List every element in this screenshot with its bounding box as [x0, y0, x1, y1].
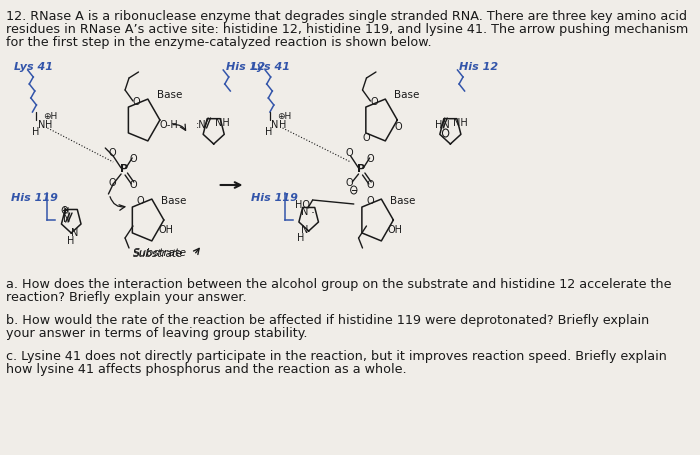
Text: Substrate: Substrate	[133, 249, 183, 259]
Text: Lys 41: Lys 41	[251, 62, 290, 72]
Text: reaction? Briefly explain your answer.: reaction? Briefly explain your answer.	[6, 291, 247, 304]
Text: ⊕H: ⊕H	[43, 112, 58, 121]
Text: 12. RNase A is a ribonuclease enzyme that degrades single stranded RNA. There ar: 12. RNase A is a ribonuclease enzyme tha…	[6, 10, 687, 23]
Text: H: H	[297, 233, 304, 243]
Text: O: O	[370, 97, 378, 107]
Text: Base: Base	[390, 196, 416, 206]
Text: N: N	[38, 120, 46, 130]
Text: O: O	[137, 196, 145, 206]
Text: O: O	[108, 148, 116, 158]
Text: OH: OH	[158, 225, 174, 235]
Text: NH: NH	[453, 118, 468, 128]
Text: Lys 41: Lys 41	[14, 62, 53, 72]
Text: N: N	[272, 120, 279, 130]
Text: H: H	[32, 127, 39, 137]
Text: O: O	[346, 178, 354, 188]
Text: b. How would the rate of the reaction be affected if histidine 119 were deproton: b. How would the rate of the reaction be…	[6, 314, 650, 327]
Text: ·: ·	[310, 207, 314, 220]
Text: Base: Base	[394, 90, 419, 100]
Text: N: N	[301, 225, 308, 235]
Text: O: O	[129, 154, 137, 164]
Text: P: P	[120, 164, 127, 174]
Text: O: O	[394, 122, 402, 132]
Text: His 119: His 119	[11, 193, 58, 203]
Text: N: N	[301, 207, 308, 217]
Text: for the first step in the enzyme-catalyzed reaction is shown below.: for the first step in the enzyme-catalyz…	[6, 36, 432, 49]
Text: O: O	[367, 154, 374, 164]
Text: ⊕H: ⊕H	[277, 112, 291, 121]
Text: P: P	[357, 164, 365, 174]
Text: O: O	[363, 133, 370, 143]
Text: Substrate: Substrate	[133, 248, 187, 258]
Text: H: H	[62, 207, 69, 216]
Text: O: O	[129, 180, 137, 190]
Text: His 12: His 12	[459, 62, 498, 72]
Text: NH: NH	[216, 118, 230, 128]
Text: H: H	[265, 127, 272, 137]
Text: Base: Base	[157, 90, 182, 100]
Text: HO: HO	[295, 200, 310, 210]
Text: your answer in terms of leaving group stability.: your answer in terms of leaving group st…	[6, 327, 308, 340]
Text: O: O	[133, 97, 141, 107]
Text: residues in RNase A’s active site: histidine 12, histidine 119, and lysine 41. T: residues in RNase A’s active site: histi…	[6, 23, 689, 36]
Text: O: O	[367, 196, 374, 206]
Text: how lysine 41 affects phosphorus and the reaction as a whole.: how lysine 41 affects phosphorus and the…	[6, 363, 407, 376]
Text: O: O	[367, 180, 374, 190]
Text: N: N	[71, 228, 78, 238]
Text: O: O	[108, 178, 116, 188]
Text: H: H	[45, 120, 52, 130]
Text: H: H	[67, 236, 75, 246]
Text: :N: :N	[196, 120, 207, 130]
Text: O-H: O-H	[160, 120, 178, 130]
Text: c. Lysine 41 does not directly participate in the reaction, but it improves reac: c. Lysine 41 does not directly participa…	[6, 350, 667, 363]
Text: a. How does the interaction between the alcohol group on the substrate and histi: a. How does the interaction between the …	[6, 278, 672, 291]
Text: Base: Base	[161, 196, 186, 206]
Text: His 119: His 119	[251, 193, 298, 203]
Text: H: H	[279, 120, 286, 130]
Text: OH: OH	[388, 225, 402, 235]
Text: N: N	[63, 214, 71, 224]
Text: O: O	[346, 148, 354, 158]
Text: His 12: His 12	[225, 62, 265, 72]
Text: HN: HN	[435, 120, 450, 130]
